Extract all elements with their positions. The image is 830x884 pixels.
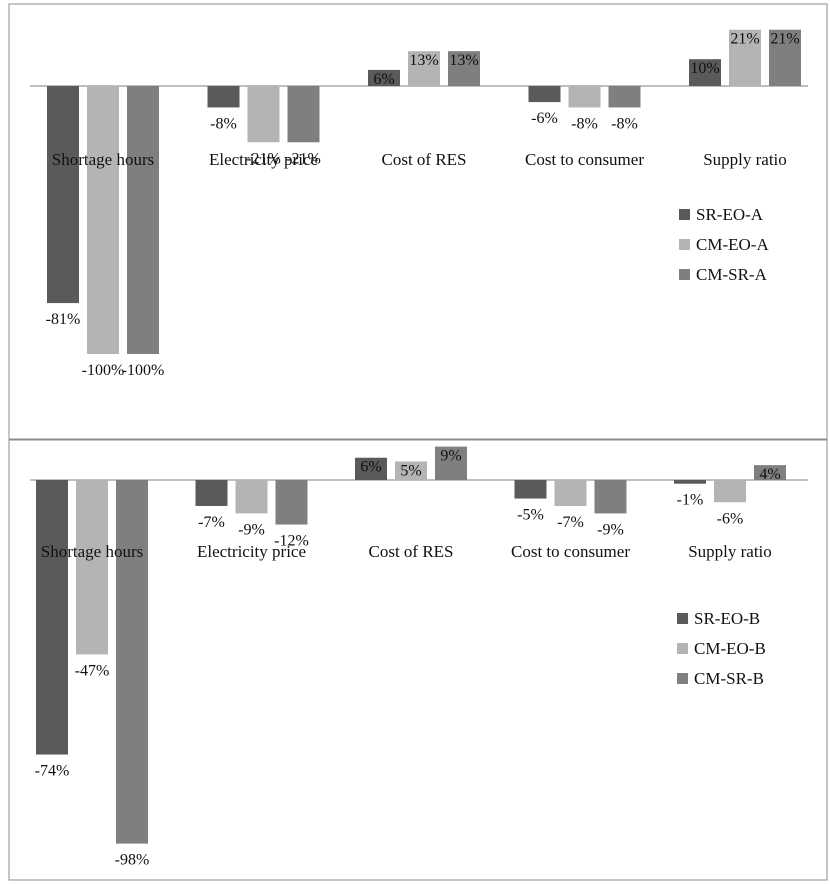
bar bbox=[195, 480, 228, 506]
bar bbox=[76, 480, 108, 655]
bar bbox=[368, 69, 400, 86]
data-label: -81% bbox=[46, 311, 81, 328]
data-label: -12% bbox=[274, 533, 309, 550]
bar bbox=[448, 51, 480, 86]
category-label: Electricity price bbox=[197, 542, 306, 561]
data-label: -21% bbox=[286, 150, 321, 167]
bar bbox=[554, 480, 587, 506]
data-label: -100% bbox=[82, 362, 125, 379]
bar bbox=[689, 59, 721, 86]
legend-label: CM-EO-A bbox=[696, 235, 769, 254]
legend-swatch bbox=[679, 209, 690, 220]
data-label: 13% bbox=[449, 52, 478, 69]
data-label: -7% bbox=[198, 514, 225, 531]
category-label: Cost to consumer bbox=[525, 150, 644, 169]
category-label: Shortage hours bbox=[41, 542, 143, 561]
bar bbox=[568, 86, 601, 108]
data-label: -47% bbox=[75, 662, 110, 679]
bar bbox=[594, 480, 627, 514]
data-label: -6% bbox=[531, 110, 558, 127]
data-label: 5% bbox=[400, 462, 421, 479]
legend-label: SR-EO-A bbox=[696, 205, 764, 224]
legend: SR-EO-A CM-EO-A CM-SR-A bbox=[679, 205, 769, 284]
data-label: -100% bbox=[122, 362, 165, 379]
category-label: Cost to consumer bbox=[511, 542, 630, 561]
data-label: 21% bbox=[770, 31, 799, 48]
data-label: -8% bbox=[210, 115, 237, 132]
bar bbox=[528, 86, 561, 103]
data-label: -9% bbox=[597, 521, 624, 538]
bar bbox=[116, 480, 148, 844]
bar bbox=[275, 480, 308, 525]
legend-label: CM-SR-A bbox=[696, 265, 768, 284]
data-label: 4% bbox=[759, 466, 780, 483]
data-label: -98% bbox=[115, 852, 150, 869]
category-label: Shortage hours bbox=[52, 150, 154, 169]
bar bbox=[247, 86, 280, 143]
bar bbox=[514, 480, 547, 499]
panel-frame bbox=[8, 3, 828, 440]
category-label: Cost of RES bbox=[368, 542, 453, 561]
data-label: -7% bbox=[557, 514, 584, 531]
legend-label: CM-EO-B bbox=[694, 639, 766, 658]
data-label: -1% bbox=[677, 492, 704, 509]
data-label: -8% bbox=[611, 115, 638, 132]
legend-swatch bbox=[679, 239, 690, 250]
data-label: 6% bbox=[360, 459, 381, 476]
bar bbox=[608, 86, 641, 108]
bar bbox=[729, 29, 761, 86]
legend: SR-EO-B CM-EO-B CM-SR-B bbox=[677, 609, 766, 688]
bar bbox=[769, 29, 801, 86]
data-label: 13% bbox=[409, 52, 438, 69]
category-label: Supply ratio bbox=[703, 150, 787, 169]
bar bbox=[207, 86, 240, 108]
bar bbox=[36, 480, 68, 755]
bar bbox=[287, 86, 320, 143]
legend-swatch bbox=[679, 269, 690, 280]
data-label: -8% bbox=[571, 115, 598, 132]
data-label: 9% bbox=[440, 448, 461, 465]
legend-label: SR-EO-B bbox=[694, 609, 760, 628]
bar bbox=[127, 86, 159, 354]
legend-swatch bbox=[677, 673, 688, 684]
data-label: 21% bbox=[730, 31, 759, 48]
legend-label: CM-SR-B bbox=[694, 669, 764, 688]
bar bbox=[395, 461, 427, 480]
category-label: Cost of RES bbox=[381, 150, 466, 169]
bar bbox=[87, 86, 119, 354]
bar bbox=[435, 446, 467, 480]
category-label: Electricity price bbox=[209, 150, 318, 169]
bar bbox=[714, 480, 746, 503]
bar bbox=[355, 457, 387, 480]
bar bbox=[754, 465, 786, 480]
data-label: -74% bbox=[35, 763, 70, 780]
data-label: 10% bbox=[690, 60, 719, 77]
legend-swatch bbox=[677, 613, 688, 624]
chart-panel-a: -81% -8% 6% -6% 10% -100% -21% 13% -8% 21% -100% -2… bbox=[8, 3, 828, 440]
data-label: -9% bbox=[238, 521, 265, 538]
legend-swatch bbox=[677, 643, 688, 654]
bar bbox=[674, 480, 706, 484]
data-label: -21% bbox=[246, 150, 281, 167]
panel-frame bbox=[8, 439, 828, 881]
bar bbox=[235, 480, 268, 514]
category-label: Supply ratio bbox=[688, 542, 772, 561]
bar bbox=[408, 51, 440, 86]
bar bbox=[47, 86, 79, 304]
data-label: -6% bbox=[717, 510, 744, 527]
data-label: -5% bbox=[517, 507, 544, 524]
chart-panel-b: -74% -7% 6% -5% -1% -47% -9% 5% -7% -6% -98% -12% 9%… bbox=[8, 439, 828, 881]
data-label: 6% bbox=[373, 71, 394, 88]
